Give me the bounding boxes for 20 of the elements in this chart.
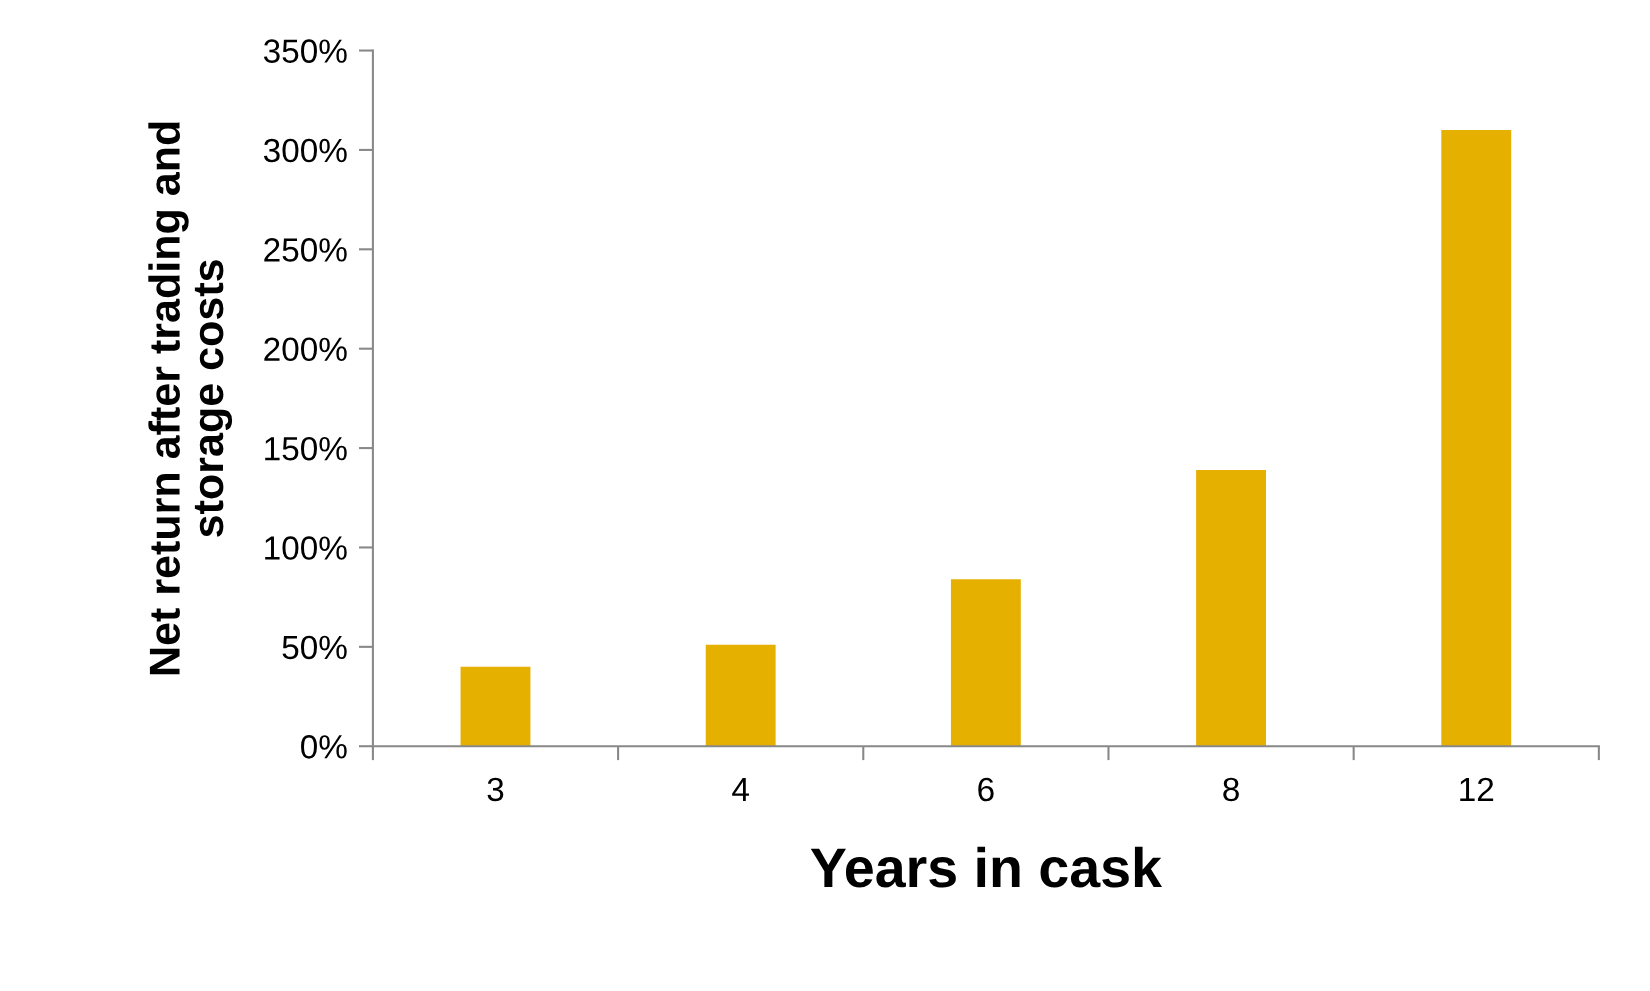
y-tick-label: 50% [282,635,347,660]
bar [1441,130,1512,747]
x-tick-label: 6 [978,777,994,802]
bar [950,579,1021,747]
x-tick-label: 8 [1223,777,1239,802]
y-tick-label: 200% [264,337,347,362]
y-axis-title: Net return after trading and storage costs [148,122,233,675]
x-tick-label: 4 [732,778,749,801]
bar [705,644,776,747]
y-tick-label: 0% [301,735,347,759]
y-tick-label: 150% [265,436,347,461]
bar [1196,469,1266,747]
y-tick-label: 300% [263,138,347,163]
y-tick-label: 100% [265,536,347,560]
y-tick-label: 250% [264,238,347,262]
bar [460,666,531,747]
x-tick-label: 3 [487,777,504,802]
y-tick-label: 350% [263,39,347,63]
x-axis-title: Years in cask [810,846,1163,888]
x-tick-label: 12 [1460,777,1494,801]
